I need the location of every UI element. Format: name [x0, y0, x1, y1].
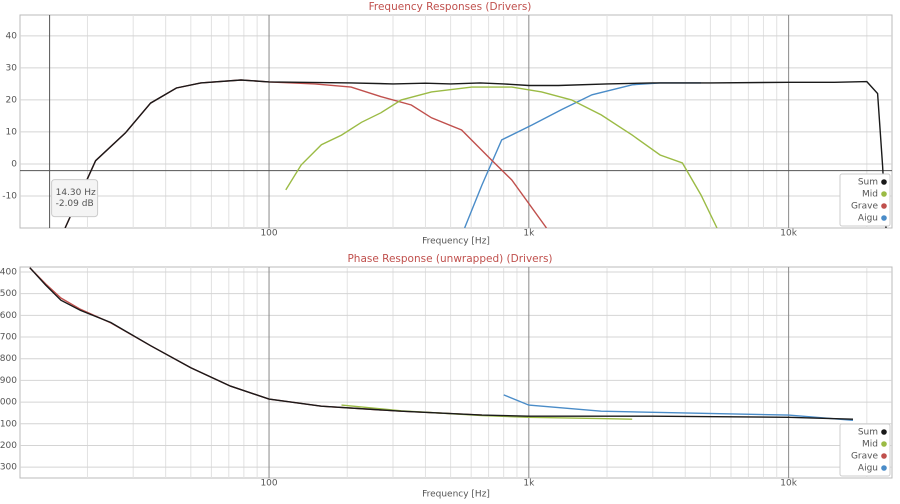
y-tick-label: 0 — [11, 159, 17, 169]
legend-box — [839, 173, 891, 227]
legend-dot — [881, 465, 887, 471]
legend-dot — [881, 203, 887, 209]
x-tick-label: 1k — [523, 229, 535, 239]
legend-label: Sum — [858, 178, 878, 188]
series-line — [503, 394, 854, 421]
cursor-label: -2.09 dB — [56, 199, 94, 209]
y-tick-label: -10 — [2, 191, 17, 201]
y-tick-label: -1200 — [0, 441, 17, 451]
x-tick-label: 100 — [260, 479, 277, 489]
y-tick-label: -1100 — [0, 419, 17, 429]
chart-title: Phase Response (unwrapped) (Drivers) — [347, 253, 552, 265]
y-tick-label: -900 — [0, 376, 17, 386]
legend-label: Grave — [851, 452, 879, 462]
plot-frame — [19, 266, 893, 479]
y-tick-label: 30 — [6, 63, 18, 73]
y-tick-label: -700 — [0, 333, 17, 343]
series-line — [341, 404, 633, 420]
y-tick-label: 40 — [6, 31, 18, 41]
legend-label: Aigu — [858, 464, 878, 474]
legend-dot — [881, 215, 887, 221]
x-axis-label: Frequency [Hz] — [422, 237, 490, 247]
legend-dot — [881, 441, 887, 447]
y-tick-label: -1000 — [0, 398, 17, 408]
x-tick-label: 10k — [780, 479, 797, 489]
legend-dot — [881, 429, 887, 435]
legend-label: Grave — [851, 202, 879, 212]
legend-box — [839, 423, 891, 477]
legend-dot — [881, 179, 887, 185]
y-tick-label: -500 — [0, 289, 17, 299]
legend-dot — [881, 191, 887, 197]
y-tick-label: 10 — [6, 127, 18, 137]
series-line — [29, 267, 854, 420]
legend-label: Sum — [858, 428, 878, 438]
legend-label: Mid — [862, 190, 878, 200]
legend-label: Mid — [862, 440, 878, 450]
legend-label: Aigu — [858, 214, 878, 224]
y-tick-label: -400 — [0, 267, 17, 277]
x-axis-label: Frequency [Hz] — [422, 490, 490, 500]
y-tick-label: -1300 — [0, 463, 17, 473]
y-tick-label: -600 — [0, 311, 17, 321]
x-tick-label: 100 — [260, 229, 277, 239]
y-tick-label: -800 — [0, 354, 17, 364]
series-line — [285, 86, 718, 228]
x-tick-label: 1k — [523, 479, 535, 489]
y-tick-label: 20 — [6, 95, 18, 105]
legend-dot — [881, 453, 887, 459]
series-line — [64, 79, 887, 228]
cursor-tooltip — [51, 179, 99, 218]
series-group — [64, 79, 887, 228]
series-group — [29, 267, 854, 421]
chart-title: Frequency Responses (Drivers) — [369, 1, 532, 13]
x-tick-label: 10k — [780, 229, 797, 239]
cursor-label: 14.30 Hz — [56, 188, 96, 198]
